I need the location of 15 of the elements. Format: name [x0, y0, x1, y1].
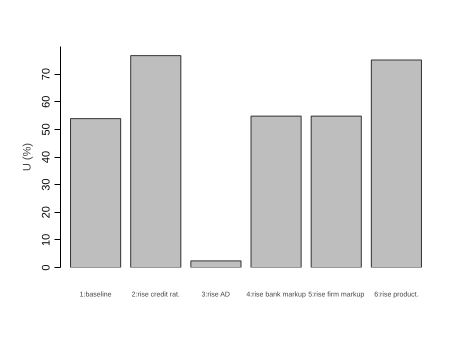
- bar: [370, 60, 422, 268]
- y-tick-label: 50: [40, 123, 52, 136]
- y-tick-label: 70: [40, 68, 52, 80]
- bar: [310, 116, 362, 268]
- y-tick-label: 20: [40, 206, 52, 218]
- bar: [70, 118, 122, 268]
- y-axis-title: U (%): [22, 142, 34, 172]
- y-tick-label: 40: [40, 150, 52, 164]
- y-tick-label: 60: [40, 96, 52, 108]
- bar: [130, 55, 182, 268]
- bar: [190, 260, 242, 268]
- y-tick-label: 0: [40, 264, 52, 271]
- y-tick-label: 10: [40, 234, 52, 246]
- bar: [250, 116, 302, 268]
- y-tick-label: 30: [40, 178, 52, 191]
